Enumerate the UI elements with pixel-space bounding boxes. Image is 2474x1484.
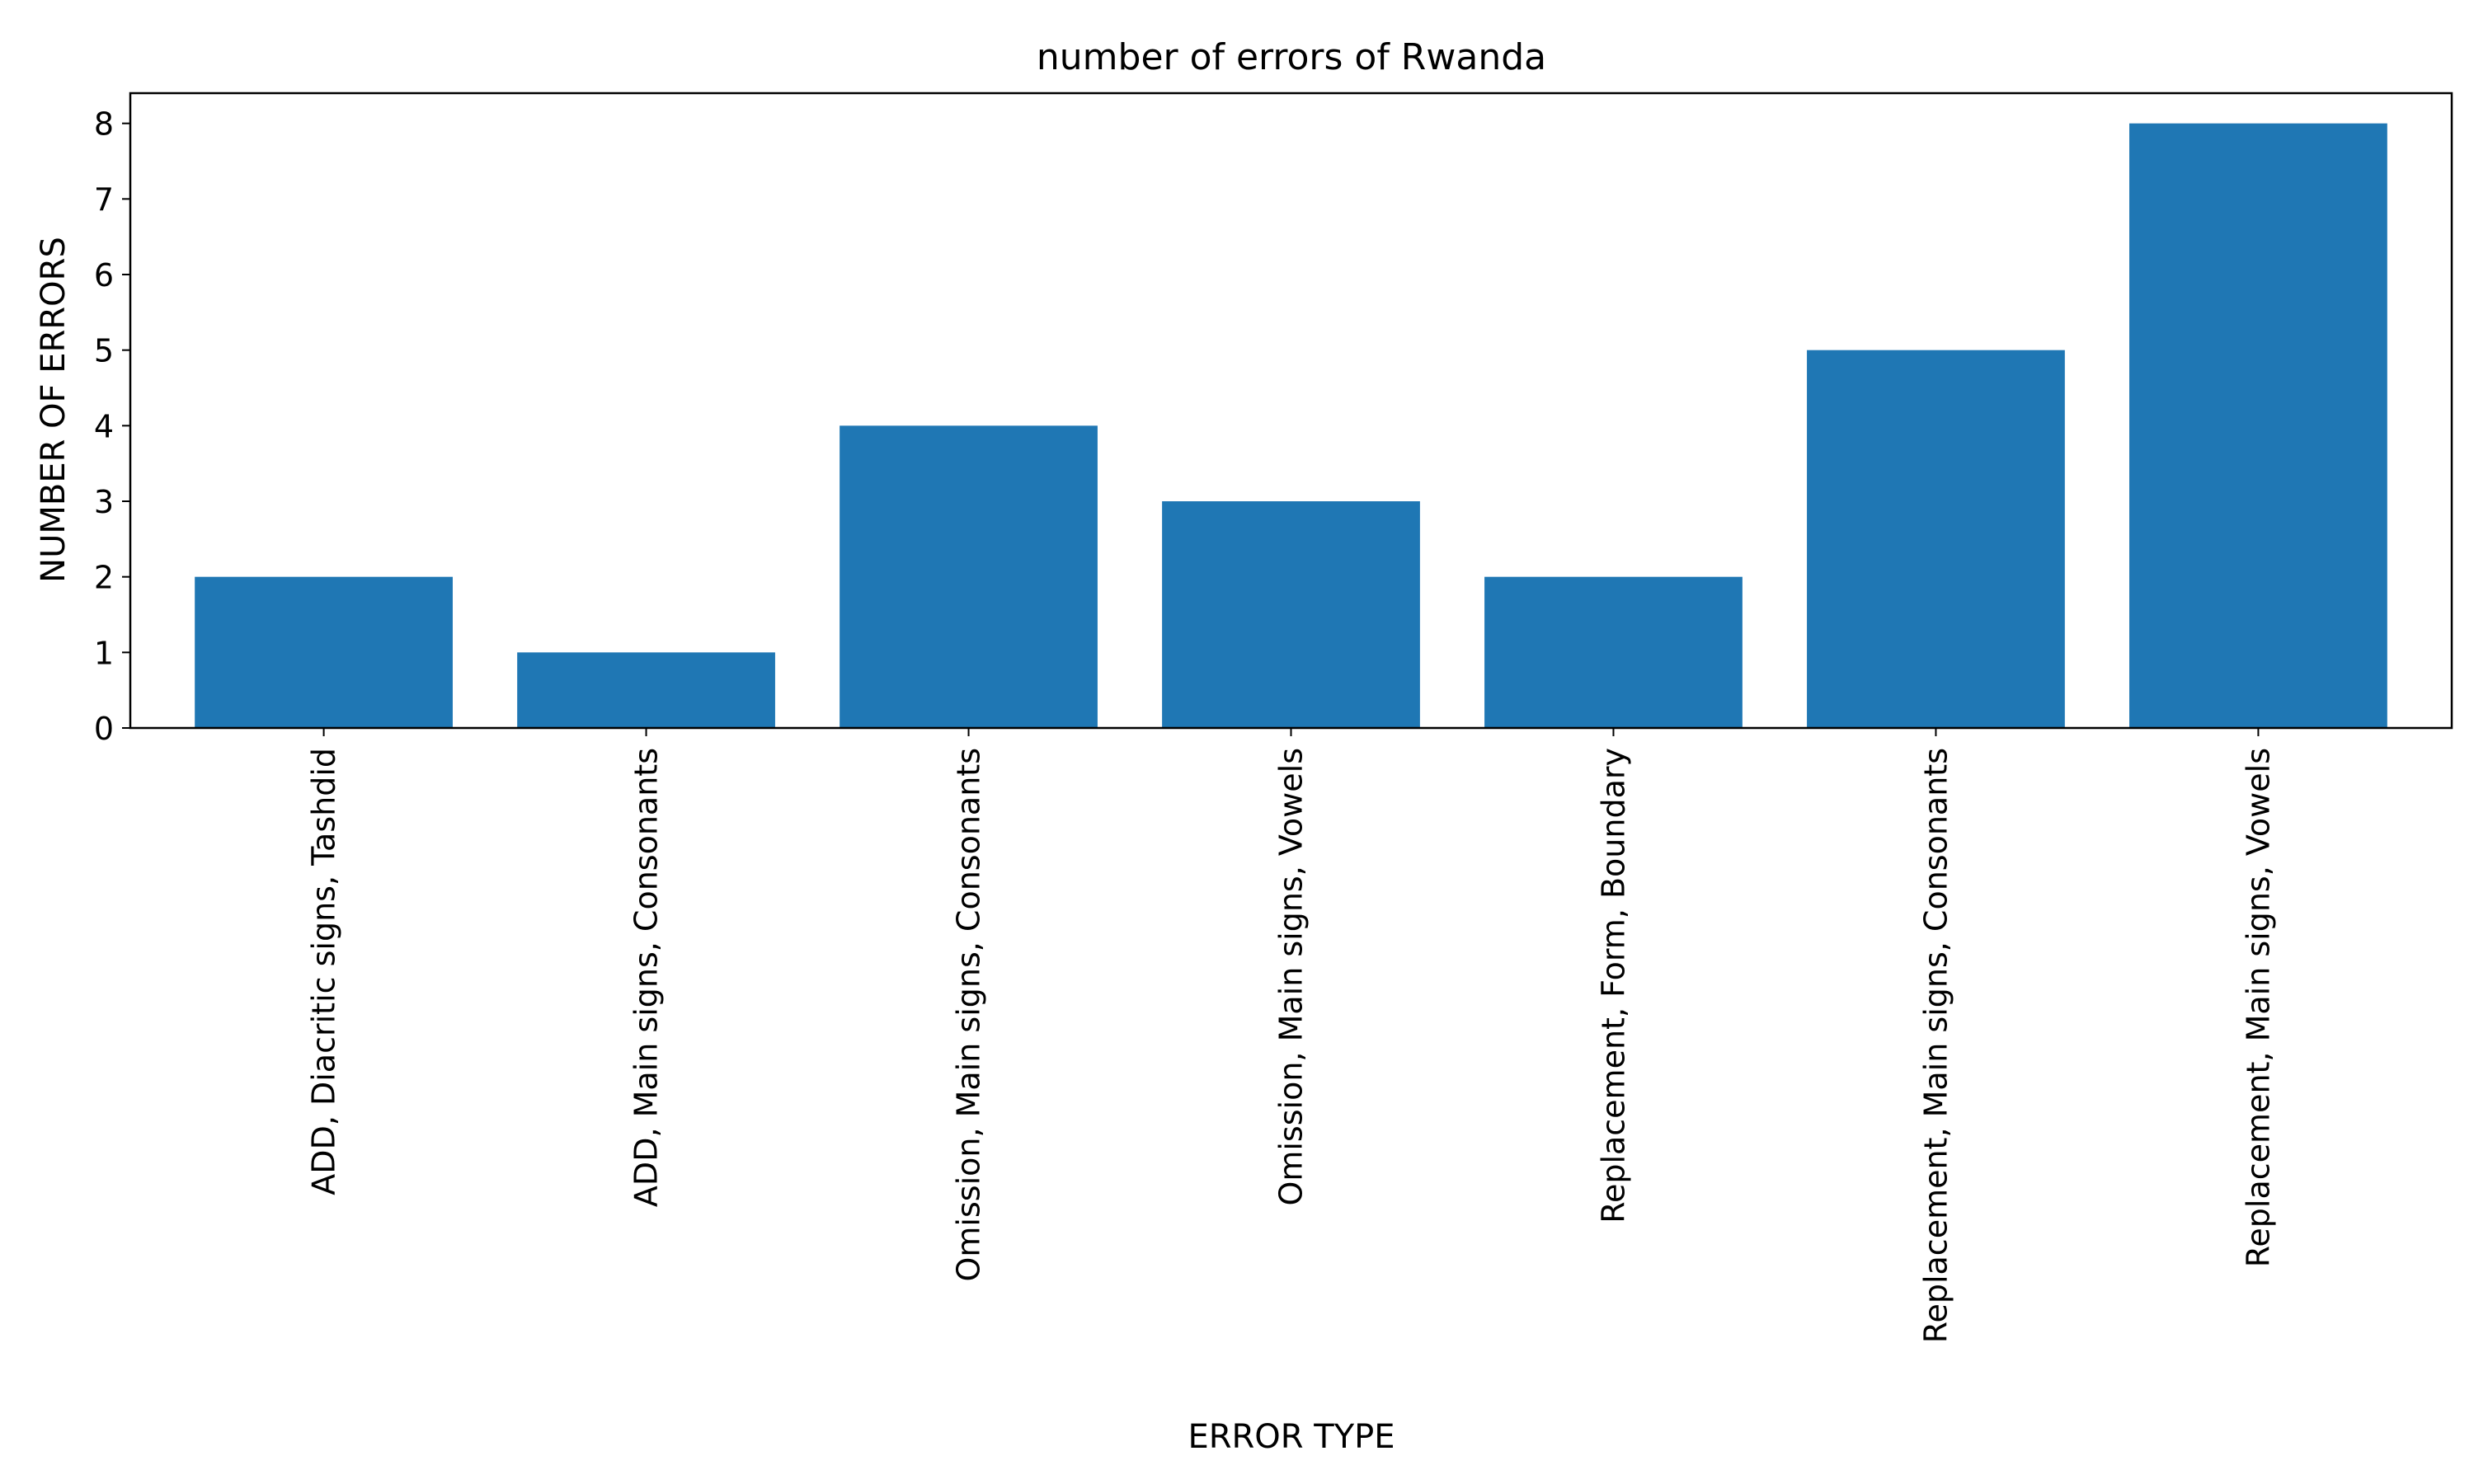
x-tick-label-4: Replacement, Form, Boundary [1595,748,1631,1223]
y-tick-label-3: 3 [94,484,114,520]
bar-4 [1484,576,1743,728]
x-tick-label-0: ADD, Diacritic signs, Tashdid [306,748,342,1195]
y-tick-label-8: 8 [94,106,114,143]
y-tick-label-6: 6 [94,257,114,294]
bar-2 [840,425,1098,728]
x-axis-ticks: ADD, Diacritic signs, Tashdid ADD, Main s… [306,728,2276,1343]
bar-5 [1807,350,2065,728]
y-tick-label-5: 5 [94,333,114,369]
y-tick-label-1: 1 [94,635,114,671]
bar-6 [2129,123,2387,728]
y-tick-label-4: 4 [94,408,114,444]
y-tick-label-7: 7 [94,181,114,218]
x-tick-label-6: Replacement, Main signs, Vowels [2240,748,2276,1267]
y-axis-ticks: 0 1 2 3 4 5 6 7 8 [94,106,130,747]
y-tick-label-0: 0 [94,711,114,747]
bar-1 [517,652,775,728]
y-axis-label: NUMBER OF ERRORS [35,237,73,583]
x-tick-label-5: Replacement, Main signs, Consonants [1917,748,1954,1343]
x-axis-label: ERROR TYPE [1188,1418,1395,1456]
x-tick-label-2: Omission, Main signs, Consonants [951,748,987,1282]
bar-3 [1162,501,1420,728]
x-tick-label-1: ADD, Main signs, Consonants [628,748,665,1207]
bar-0 [195,576,453,728]
x-tick-label-3: Omission, Main signs, Vowels [1273,748,1310,1206]
chart-title: number of errors of Rwanda [1037,36,1546,78]
bars [195,123,2387,728]
y-tick-label-2: 2 [94,560,114,596]
